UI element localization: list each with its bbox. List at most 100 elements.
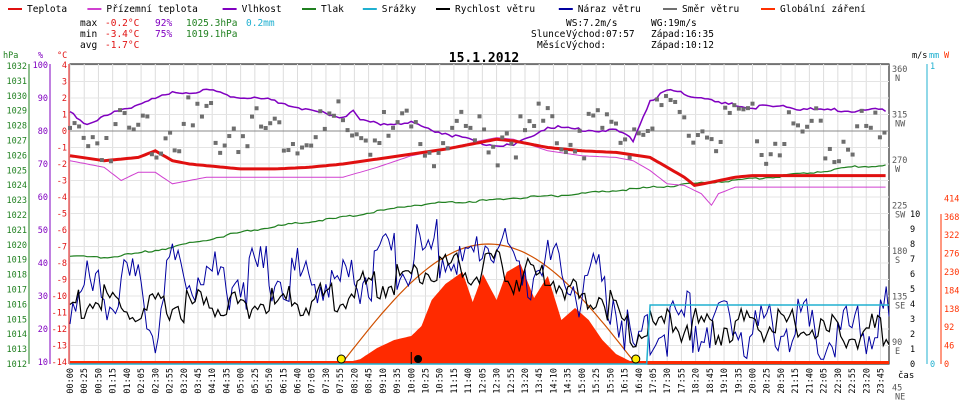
legend-label: Rychlost větru <box>455 4 535 15</box>
wind-dir-point <box>354 132 359 137</box>
wind-dir-point <box>700 129 705 134</box>
x-tick-label: 09:35 <box>393 368 403 394</box>
wind-dir-point <box>841 139 846 144</box>
wind-dir-point <box>714 149 719 154</box>
x-tick-label: 02:30 <box>151 368 161 394</box>
temp-tick-label: -7 <box>57 243 67 253</box>
wind-dir-point <box>827 146 832 151</box>
stats-avg-label: avg <box>80 40 97 51</box>
wind-dir-point <box>682 115 687 120</box>
press-tick-label: 1016 <box>7 300 27 310</box>
wind-dir-point <box>818 118 823 123</box>
temp-tick-label: -9 <box>57 276 67 286</box>
wind-dir-point <box>145 114 150 119</box>
wind-dir-point <box>673 99 678 104</box>
wind-dir-point <box>823 156 828 161</box>
wind-dir-point <box>268 121 273 126</box>
wind-dir-point <box>745 106 750 111</box>
x-tick-label: 07:30 <box>322 368 332 394</box>
wind-dir-point <box>468 125 473 130</box>
wind-dir-point <box>723 105 728 110</box>
wind-dir-point <box>868 125 873 130</box>
rad-tick-label: 276 <box>944 250 959 260</box>
wind-dir-point <box>322 126 327 131</box>
wind-dir-point <box>245 144 250 149</box>
wind-dir-point <box>368 152 373 157</box>
wind-dir-point <box>104 135 109 140</box>
wind-dir-point <box>345 128 350 133</box>
temp-tick-label: -13 <box>52 342 67 352</box>
wind-dir-point <box>441 141 446 146</box>
wind-dir-point <box>559 147 564 152</box>
wind-dir-point <box>855 124 860 129</box>
wind-dir-point <box>181 121 186 126</box>
hum-tick-label: 70 <box>38 160 48 170</box>
wind-dir-point <box>664 94 669 99</box>
wind-dir-point <box>595 108 600 113</box>
x-tick-label: 03:20 <box>180 368 190 394</box>
stats-avg-temp: -1.7°C <box>105 40 139 51</box>
wind-dir-point <box>277 120 282 125</box>
wind-dir-point <box>222 143 227 148</box>
wind-dir-point <box>786 110 791 115</box>
press-tick-label: 1027 <box>7 137 27 147</box>
wind-dir-point <box>614 121 618 126</box>
x-tick-label: 22:55 <box>848 368 858 394</box>
wind-dir-point <box>450 125 455 130</box>
wind-dir-point <box>654 97 659 102</box>
wind-wg: WG:19m/s <box>651 18 697 29</box>
press-tick-label: 1019 <box>7 256 27 266</box>
temp-tick-label: -3 <box>57 177 67 187</box>
dir-tick-deg: 225 <box>892 202 907 212</box>
press-tick-label: 1013 <box>7 345 27 355</box>
press-unit: hPa <box>3 51 18 61</box>
wind-dir-point <box>281 148 286 153</box>
wind-dir-point <box>90 135 95 140</box>
hum-unit: % <box>38 51 43 61</box>
rad-tick-label: 184 <box>944 286 959 296</box>
rad-tick-label: 46 <box>944 342 954 352</box>
legend-label: Tlak <box>321 4 344 15</box>
temp-tick-label: 3 <box>62 78 67 88</box>
wind-dir-point <box>755 139 760 144</box>
wind-dir-point <box>209 101 214 106</box>
x-tick-label: 20:50 <box>777 368 787 394</box>
x-tick-label: 10:00 <box>407 368 417 394</box>
press-tick-label: 1029 <box>7 107 27 117</box>
wind-dir-point <box>95 141 100 146</box>
wind-dir-point <box>659 103 664 108</box>
stats-max-temp: -0.2°C <box>105 18 139 29</box>
wind-tick-label: 0 <box>910 360 915 370</box>
sunrise-marker <box>336 354 346 364</box>
dir-tick-name: S <box>895 256 900 266</box>
wind-dir-point <box>68 125 72 130</box>
temp-tick-label: -8 <box>57 259 67 269</box>
x-tick-label: 12:30 <box>493 368 503 394</box>
wind-dir-point <box>149 152 154 157</box>
chart-title: 15.1.2012 <box>449 51 519 66</box>
x-tick-label: 02:05 <box>137 368 147 394</box>
stats-max-press: 1025.3hPa <box>186 18 237 29</box>
legend-label: Globální záření <box>780 4 866 15</box>
wind-dir-point <box>573 149 578 154</box>
wind-dir-point <box>136 122 141 127</box>
wind-dir-point <box>727 110 732 115</box>
wind-dir-point <box>632 127 637 132</box>
temp-tick-label: -1 <box>57 144 67 154</box>
wind-dir-point <box>523 128 527 133</box>
rad-tick-label: 414 <box>944 194 959 204</box>
wind-dir-point <box>359 136 364 141</box>
press-tick-label: 1031 <box>7 77 27 87</box>
moon-set: Západ:10:12 <box>651 40 714 51</box>
temp-tick-label: -6 <box>57 226 67 236</box>
wind-dir-point <box>800 129 805 134</box>
temp-tick-label: -10 <box>52 292 67 302</box>
sunset-marker <box>631 354 641 364</box>
wind-dir-point <box>113 122 118 127</box>
wind-dir-point <box>691 140 696 145</box>
wind-dir-point <box>782 141 787 146</box>
wind-dir-point <box>814 106 819 111</box>
wind-dir-point <box>263 126 268 131</box>
wind-dir-point <box>709 137 714 142</box>
wind-dir-point <box>377 141 382 146</box>
